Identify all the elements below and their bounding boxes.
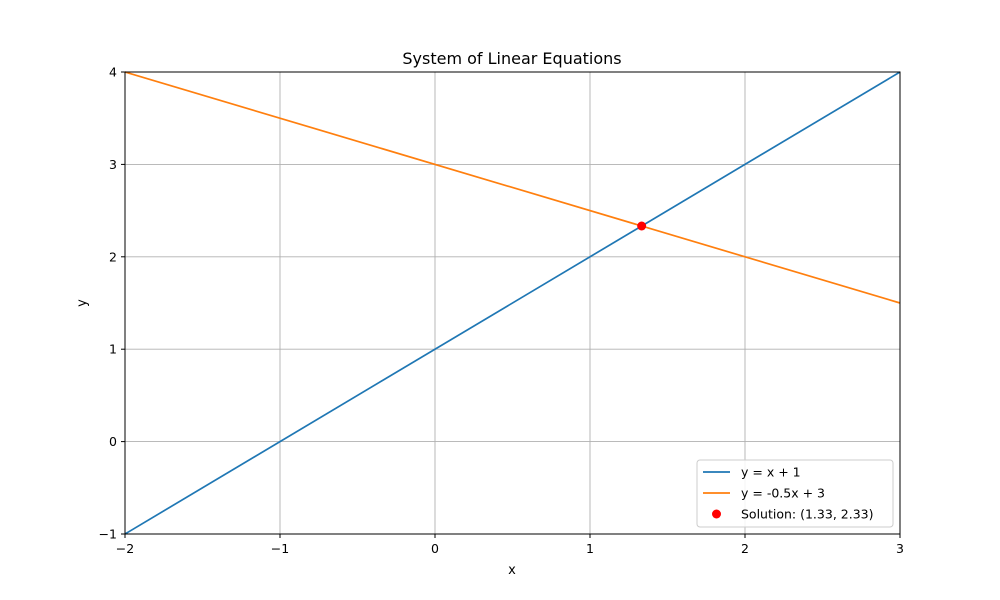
y-tick-label: 3 (109, 157, 117, 172)
y-tick-label: 0 (109, 434, 117, 449)
legend-label: y = -0.5x + 3 (741, 486, 825, 501)
y-tick-label: 4 (109, 65, 117, 80)
legend-point-swatch (712, 509, 721, 519)
x-tick-label: −2 (116, 541, 134, 556)
legend-label: y = x + 1 (741, 465, 801, 480)
legend: y = x + 1 y = -0.5x + 3 Solution: (1.33, 2… (696, 459, 894, 528)
x-axis-label: x (508, 563, 516, 578)
legend-label: Solution: (1.33, 2.33) (741, 507, 873, 522)
plot-frame (124, 71, 901, 535)
series-lines (124, 71, 901, 535)
y-tick-label: 1 (109, 342, 117, 357)
x-tick-label: 3 (896, 541, 904, 556)
y-tick-label: 2 (109, 249, 117, 264)
solution-points (637, 221, 647, 231)
series-line-1 (124, 71, 901, 535)
legend-box (696, 459, 894, 528)
x-tick-label: −1 (271, 541, 289, 556)
x-tick-label: 2 (741, 541, 749, 556)
x-tick-label: 1 (586, 541, 594, 556)
y-axis-label: y (75, 299, 90, 307)
y-tick-label: −1 (99, 527, 117, 542)
series-line-2 (124, 71, 901, 304)
solution-point (637, 221, 647, 231)
chart-title: System of Linear Equations (402, 49, 621, 68)
x-tick-label: 0 (431, 541, 439, 556)
